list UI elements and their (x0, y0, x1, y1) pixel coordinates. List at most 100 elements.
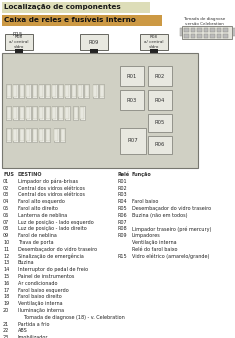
Text: 08: 08 (3, 226, 9, 232)
Bar (46, 129, 50, 141)
Text: 01: 01 (3, 179, 9, 184)
Bar (15, 49, 23, 54)
Text: 10: 10 (3, 240, 9, 245)
Text: Buzina: Buzina (18, 260, 35, 265)
Text: Buzina (não em todos): Buzina (não em todos) (132, 213, 188, 218)
Bar (71, 85, 75, 97)
Bar (26, 85, 30, 97)
Text: Limpador traseiro (pré mercury): Limpador traseiro (pré mercury) (132, 226, 211, 232)
Text: 06: 06 (3, 213, 9, 218)
Bar (216, 33, 221, 38)
Bar (74, 107, 78, 119)
Text: R08: R08 (118, 226, 128, 232)
Bar (20, 107, 24, 119)
Bar (12, 128, 17, 142)
Bar (51, 106, 56, 120)
Text: 13: 13 (3, 260, 9, 265)
Text: Farol baixo direito: Farol baixo direito (18, 294, 62, 299)
Text: Sinalização de emergência: Sinalização de emergência (18, 254, 84, 259)
Text: 22: 22 (3, 329, 9, 333)
Text: ABS: ABS (18, 329, 28, 333)
Text: Desembaçador do vidro traseiro: Desembaçador do vidro traseiro (18, 247, 97, 252)
Text: FUS: FUS (3, 172, 14, 177)
Text: 12: 12 (3, 254, 9, 259)
Bar (64, 106, 70, 120)
Bar (216, 28, 221, 32)
Text: R04: R04 (155, 97, 165, 102)
Bar (39, 107, 43, 119)
Text: Farol de neblina: Farol de neblina (18, 233, 57, 238)
Text: Farol baixo: Farol baixo (132, 199, 158, 204)
Bar (7, 85, 11, 97)
Bar (45, 84, 50, 98)
Text: Caixa de reles e fusíveis interno: Caixa de reles e fusíveis interno (4, 18, 136, 24)
Text: Iluminação interna: Iluminação interna (18, 308, 64, 313)
Text: Desembaçador do vidro traseiro: Desembaçador do vidro traseiro (132, 206, 211, 211)
Text: 09: 09 (3, 233, 9, 238)
Bar (26, 107, 30, 119)
Text: 02: 02 (3, 186, 9, 191)
Text: R06: R06 (155, 143, 165, 147)
Text: Ventilação interna: Ventilação interna (18, 301, 63, 306)
Text: Imobilizador: Imobilizador (18, 335, 48, 338)
Bar (52, 85, 56, 97)
Bar (54, 128, 59, 142)
Text: R15: R15 (118, 254, 128, 259)
Bar (32, 106, 37, 120)
Text: 15: 15 (3, 274, 9, 279)
Text: 11: 11 (3, 247, 9, 252)
Bar (233, 28, 235, 36)
Bar (20, 129, 24, 141)
Text: Relé: Relé (118, 172, 130, 177)
Bar (39, 84, 43, 98)
Text: R07: R07 (118, 220, 128, 224)
Text: Painel de instrumentos: Painel de instrumentos (18, 274, 74, 279)
Bar (210, 33, 215, 38)
Text: R07: R07 (128, 139, 138, 144)
Bar (59, 85, 63, 97)
Bar (210, 28, 215, 32)
Bar (2, 53, 198, 168)
Text: 20: 20 (3, 308, 9, 313)
Bar (52, 107, 56, 119)
Text: Luz de posição - lado esquerdo: Luz de posição - lado esquerdo (18, 220, 94, 224)
Bar (6, 106, 11, 120)
Bar (78, 84, 82, 98)
Bar (39, 106, 43, 120)
Text: R05: R05 (155, 121, 165, 125)
Bar (6, 84, 11, 98)
Bar (32, 128, 37, 142)
Text: Farol alto direito: Farol alto direito (18, 206, 58, 211)
Bar (150, 49, 158, 54)
Bar (93, 84, 98, 98)
Bar (51, 84, 56, 98)
Bar (80, 107, 84, 119)
Text: Central dos vidros elétricos: Central dos vidros elétricos (18, 192, 85, 197)
Bar (13, 129, 17, 141)
Text: Farol baixo esquerdo: Farol baixo esquerdo (18, 288, 69, 293)
Text: Partida a frio: Partida a frio (18, 321, 50, 327)
Bar (65, 85, 69, 97)
Bar (26, 128, 31, 142)
Bar (99, 85, 103, 97)
Bar (65, 107, 69, 119)
Bar (197, 33, 201, 38)
Bar (148, 114, 172, 132)
Bar (180, 28, 182, 36)
Text: 18: 18 (3, 294, 9, 299)
Bar (191, 33, 195, 38)
Bar (46, 85, 50, 97)
Text: Vidro elétrico (amarelo/grande): Vidro elétrico (amarelo/grande) (132, 254, 209, 259)
Bar (12, 106, 17, 120)
Bar (45, 106, 50, 120)
Text: 17: 17 (3, 288, 9, 293)
Text: R09: R09 (118, 233, 128, 238)
Bar (191, 28, 195, 32)
Text: Tomada de diagnose
versão Celebration: Tomada de diagnose versão Celebration (183, 17, 225, 26)
Bar (73, 106, 78, 120)
Bar (60, 128, 65, 142)
Bar (223, 33, 227, 38)
Text: Tomada de diagnose (18) - v. Celebration: Tomada de diagnose (18) - v. Celebration (18, 315, 125, 320)
Text: R04: R04 (118, 199, 128, 204)
Bar (140, 34, 168, 50)
